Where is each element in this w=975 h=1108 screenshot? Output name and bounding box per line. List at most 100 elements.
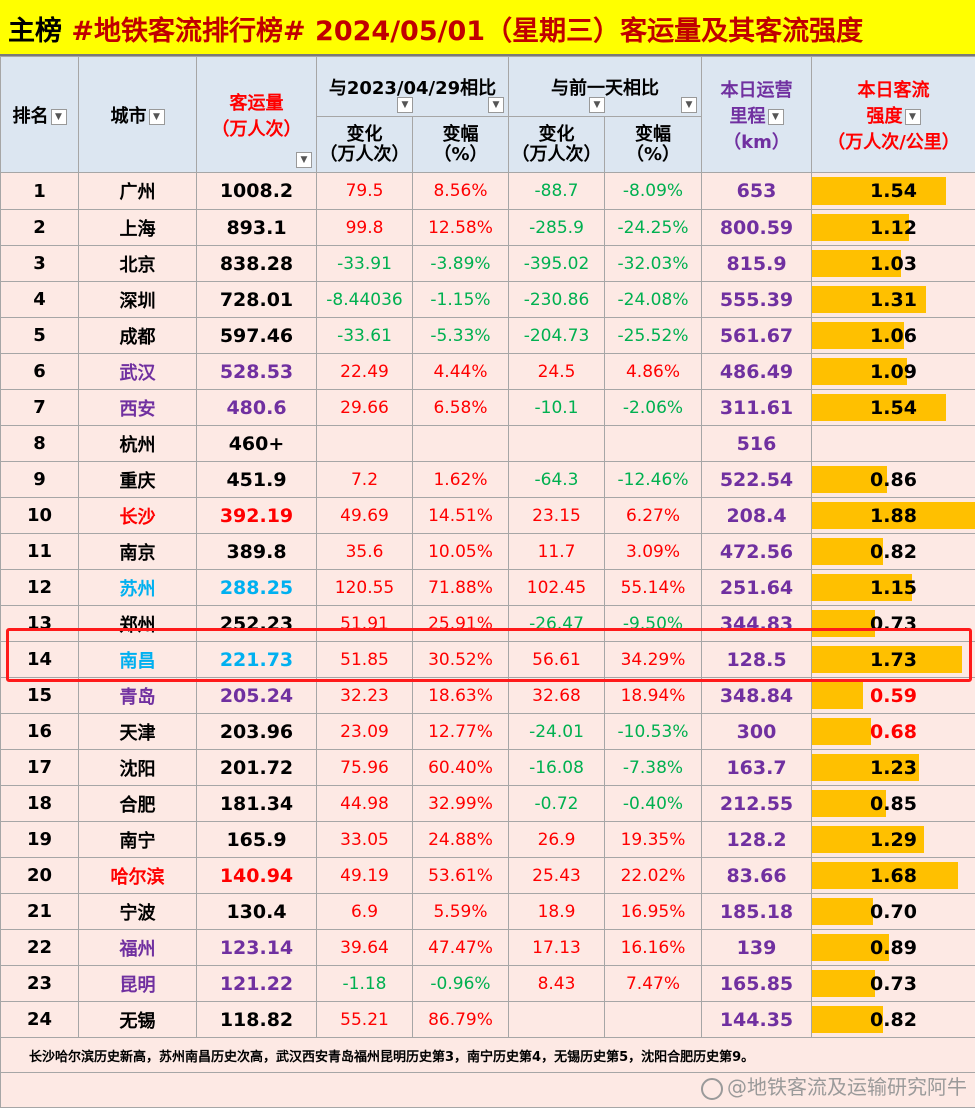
table-row: 14 南昌 221.73 51.85 30.52% 56.61 34.29% 128.5 1.7… <box>0 641 975 678</box>
cell-km: 128.5 <box>701 641 812 678</box>
cell-volume: 728.01 <box>196 281 317 318</box>
cell-intensity: 0.85 <box>811 785 975 822</box>
cell-pct-2023 <box>412 425 509 462</box>
cell-city: 郑州 <box>78 605 197 642</box>
cell-intensity: 1.88 <box>811 497 975 534</box>
cell-city: 青岛 <box>78 677 197 714</box>
intensity-bar <box>812 1006 884 1033</box>
cell-intensity: 1.15 <box>811 569 975 606</box>
page-title: 主榜 #地铁客流排行榜# 2024/05/01（星期三）客运量及其客流强度 <box>8 9 863 48</box>
cell-rank: 9 <box>0 461 79 498</box>
cell-rank: 8 <box>0 425 79 462</box>
cell-change-prev: 102.45 <box>508 569 605 606</box>
dropdown-arrow-icon: ▼ <box>55 111 62 122</box>
cell-change-2023: 49.19 <box>316 857 413 894</box>
table-row: 12 苏州 288.25 120.55 71.88% 102.45 55.14% 251.64… <box>0 569 975 606</box>
cell-pct-2023: 18.63% <box>412 677 509 714</box>
filter-rank-dropdown[interactable]: ▼ <box>50 108 67 125</box>
cell-city: 广州 <box>78 172 197 210</box>
filter-change-2023-dropdown[interactable]: ▼ <box>397 97 413 113</box>
cell-change-2023: 33.05 <box>316 821 413 858</box>
header-pct-2023: 变幅 （%） <box>412 116 509 173</box>
cell-change-prev: -16.08 <box>508 749 605 786</box>
table-row: 18 合肥 181.34 44.98 32.99% -0.72 -0.40% 212.55 0.… <box>0 785 975 822</box>
intensity-bar <box>812 286 926 313</box>
filter-pct-prev-dropdown[interactable]: ▼ <box>681 97 697 113</box>
cell-intensity: 1.29 <box>811 821 975 858</box>
cell-rank: 14 <box>0 641 79 678</box>
table-row: 13 郑州 252.23 51.91 25.91% -26.47 -9.50% 344.83 0… <box>0 605 975 642</box>
table-row: 11 南京 389.8 35.6 10.05% 11.7 3.09% 472.56 0.82 <box>0 533 975 570</box>
cell-rank: 2 <box>0 209 79 246</box>
cell-intensity: 0.82 <box>811 1001 975 1038</box>
intensity-value: 1.12 <box>870 216 917 239</box>
intensity-value: 1.03 <box>870 252 917 275</box>
filter-intensity-dropdown[interactable]: ▼ <box>904 108 921 125</box>
cell-intensity: 0.73 <box>811 605 975 642</box>
dropdown-arrow-icon: ▼ <box>300 155 308 165</box>
table-row: 7 西安 480.6 29.66 6.58% -10.1 -2.06% 311.61 1.54 <box>0 389 975 426</box>
intensity-bar <box>812 898 873 925</box>
cell-km: 561.67 <box>701 317 812 354</box>
filter-change-prev-dropdown[interactable]: ▼ <box>589 97 605 113</box>
intensity-value: 0.70 <box>870 900 917 923</box>
cell-city: 昆明 <box>78 965 197 1002</box>
cell-pct-prev: 19.35% <box>604 821 702 858</box>
title-text: #地铁客流排行榜# 2024/05/01（星期三）客运量及其客流强度 <box>71 16 864 47</box>
cell-change-2023: 44.98 <box>316 785 413 822</box>
header-volume: 客运量 （万人次） ▼ <box>196 56 317 173</box>
cell-rank: 22 <box>0 929 79 966</box>
cell-pct-prev <box>604 1001 702 1038</box>
intensity-bar <box>812 970 876 997</box>
cell-volume: 288.25 <box>196 569 317 606</box>
intensity-value: 1.54 <box>870 180 917 202</box>
cell-intensity: 1.31 <box>811 281 975 318</box>
filter-pct-2023-dropdown[interactable]: ▼ <box>488 97 504 113</box>
cell-change-2023: 75.96 <box>316 749 413 786</box>
cell-change-2023: 29.66 <box>316 389 413 426</box>
filter-city-dropdown[interactable]: ▼ <box>148 108 165 125</box>
cell-intensity: 0.89 <box>811 929 975 966</box>
cell-change-2023: 120.55 <box>316 569 413 606</box>
cell-rank: 1 <box>0 172 79 210</box>
table-row: 21 宁波 130.4 6.9 5.59% 18.9 16.95% 185.18 0.70 <box>0 893 975 930</box>
cell-change-prev: 56.61 <box>508 641 605 678</box>
cell-city: 深圳 <box>78 281 197 318</box>
cell-pct-prev: -7.38% <box>604 749 702 786</box>
header-change-prev: 变化 （万人次） <box>508 116 605 173</box>
cell-volume: 252.23 <box>196 605 317 642</box>
cell-change-2023: 22.49 <box>316 353 413 390</box>
cell-pct-prev: 4.86% <box>604 353 702 390</box>
dropdown-arrow-icon: ▼ <box>153 111 160 122</box>
cell-city: 宁波 <box>78 893 197 930</box>
cell-city: 上海 <box>78 209 197 246</box>
filter-km-dropdown[interactable]: ▼ <box>767 108 784 125</box>
dropdown-arrow-icon: ▼ <box>492 100 500 110</box>
cell-change-prev <box>508 425 605 462</box>
cell-pct-prev: 16.95% <box>604 893 702 930</box>
cell-pct-2023: 5.59% <box>412 893 509 930</box>
dropdown-arrow-icon: ▼ <box>685 100 693 110</box>
cell-km: 522.54 <box>701 461 812 498</box>
table-row: 10 长沙 392.19 49.69 14.51% 23.15 6.27% 208.4 1.88 <box>0 497 975 534</box>
cell-change-2023: 6.9 <box>316 893 413 930</box>
cell-intensity: 1.12 <box>811 209 975 246</box>
intensity-value: 0.85 <box>870 792 917 815</box>
cell-city: 北京 <box>78 245 197 282</box>
filter-volume-dropdown[interactable]: ▼ <box>296 152 312 168</box>
cell-km: 815.9 <box>701 245 812 282</box>
cell-city: 武汉 <box>78 353 197 390</box>
cell-pct-2023: 71.88% <box>412 569 509 606</box>
cell-km: 800.59 <box>701 209 812 246</box>
cell-change-2023: 51.91 <box>316 605 413 642</box>
cell-volume: 205.24 <box>196 677 317 714</box>
cell-rank: 17 <box>0 749 79 786</box>
intensity-bar <box>812 682 864 709</box>
dropdown-arrow-icon: ▼ <box>401 100 409 110</box>
cell-change-2023: -33.61 <box>316 317 413 354</box>
table-row: 8 杭州 460+ 516 <box>0 425 975 462</box>
cell-pct-prev: -25.52% <box>604 317 702 354</box>
cell-rank: 18 <box>0 785 79 822</box>
cell-city: 长沙 <box>78 497 197 534</box>
cell-pct-2023: 47.47% <box>412 929 509 966</box>
